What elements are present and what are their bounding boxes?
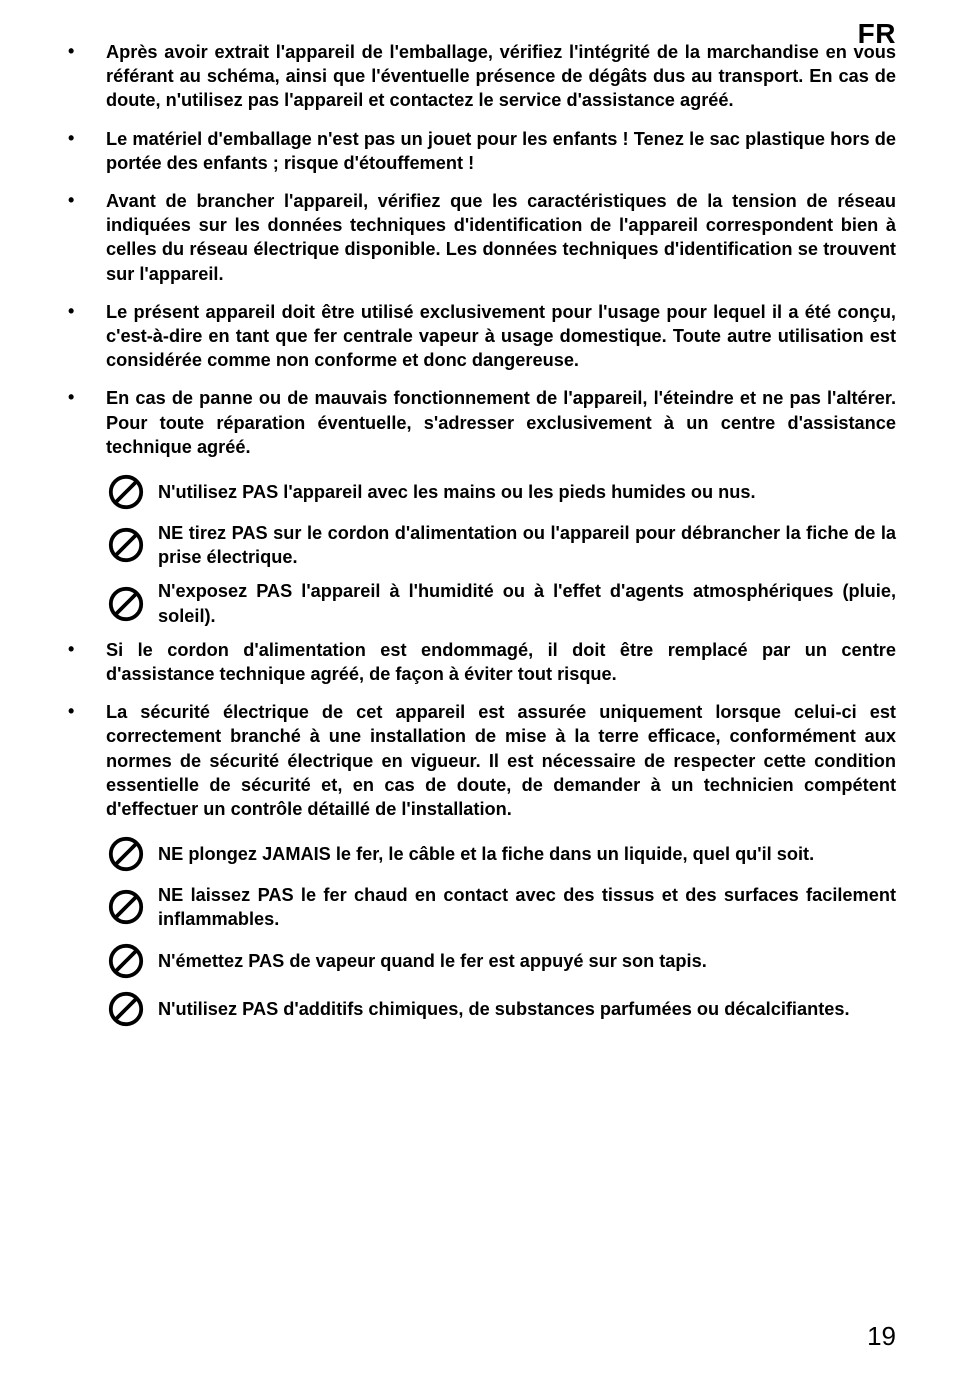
prohibit-text: N'émettez PAS de vapeur quand le fer est…	[158, 949, 896, 973]
prohibit-text: NE laissez PAS le fer chaud en contact a…	[158, 883, 896, 931]
bullet-item: Avant de brancher l'appareil, vérifiez q…	[58, 189, 896, 286]
prohibit-item: NE tirez PAS sur le cordon d'alimentatio…	[106, 521, 896, 569]
bullet-item: La sécurité électrique de cet appareil e…	[58, 700, 896, 821]
bullet-item: Le matériel d'emballage n'est pas un jou…	[58, 127, 896, 175]
prohibit-icon-wrap	[106, 888, 146, 926]
prohibit-item: NE laissez PAS le fer chaud en contact a…	[106, 883, 896, 931]
prohibit-item: N'utilisez PAS d'additifs chimiques, de …	[106, 990, 896, 1028]
prohibit-icon	[107, 835, 145, 873]
prohibit-item: N'utilisez PAS l'appareil avec les mains…	[106, 473, 896, 511]
prohibit-icon	[107, 888, 145, 926]
prohibit-icon	[107, 990, 145, 1028]
prohibit-item: NE plongez JAMAIS le fer, le câble et la…	[106, 835, 896, 873]
prohibit-icon-wrap	[106, 835, 146, 873]
bullet-list-mid: Si le cordon d'alimentation est endommag…	[58, 638, 896, 821]
prohibit-text: N'exposez PAS l'appareil à l'humidité ou…	[158, 579, 896, 627]
prohibit-text: N'utilisez PAS l'appareil avec les mains…	[158, 480, 896, 504]
bullet-item: Si le cordon d'alimentation est endommag…	[58, 638, 896, 686]
prohibit-icon	[107, 526, 145, 564]
prohibit-item: N'exposez PAS l'appareil à l'humidité ou…	[106, 579, 896, 627]
prohibit-text: NE tirez PAS sur le cordon d'alimentatio…	[158, 521, 896, 569]
prohibit-icon-wrap	[106, 526, 146, 564]
page-number: 19	[867, 1321, 896, 1352]
prohibit-icon-wrap	[106, 990, 146, 1028]
prohibit-icon-wrap	[106, 942, 146, 980]
bullet-item: Le présent appareil doit être utilisé ex…	[58, 300, 896, 373]
prohibit-group-1: N'utilisez PAS l'appareil avec les mains…	[58, 473, 896, 628]
prohibit-icon-wrap	[106, 473, 146, 511]
prohibit-icon-wrap	[106, 585, 146, 623]
prohibit-group-2: NE plongez JAMAIS le fer, le câble et la…	[58, 835, 896, 1027]
bullet-item: Après avoir extrait l'appareil de l'emba…	[58, 40, 896, 113]
manual-page: FR Après avoir extrait l'appareil de l'e…	[0, 0, 954, 1382]
prohibit-text: N'utilisez PAS d'additifs chimiques, de …	[158, 997, 896, 1021]
prohibit-text: NE plongez JAMAIS le fer, le câble et la…	[158, 842, 896, 866]
bullet-item: En cas de panne ou de mauvais fonctionne…	[58, 386, 896, 459]
prohibit-item: N'émettez PAS de vapeur quand le fer est…	[106, 942, 896, 980]
prohibit-icon	[107, 473, 145, 511]
bullet-list-top: Après avoir extrait l'appareil de l'emba…	[58, 40, 896, 459]
prohibit-icon	[107, 585, 145, 623]
prohibit-icon	[107, 942, 145, 980]
